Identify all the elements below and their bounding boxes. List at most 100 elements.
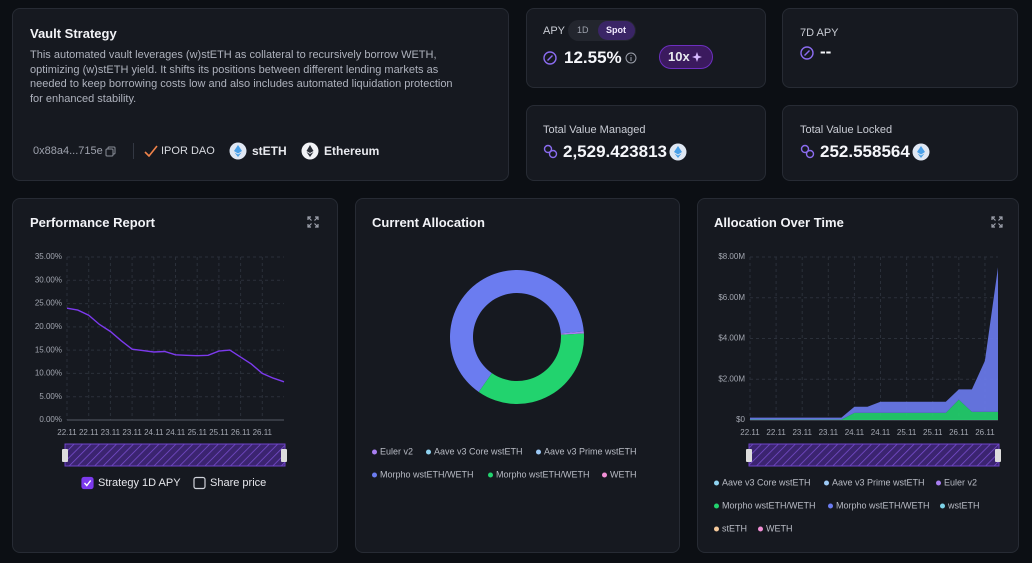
vault-network: Ethereum	[324, 144, 380, 158]
expand-icon[interactable]	[991, 216, 1003, 228]
legend-checkbox[interactable]	[81, 476, 94, 490]
legend-dot	[758, 526, 763, 532]
x-tick-label: 24.11	[166, 428, 186, 437]
legend-dot	[714, 526, 719, 532]
apy-7d-label: 7D APY	[800, 27, 839, 39]
slider-handle[interactable]	[746, 449, 752, 462]
y-tick-label: $8.00M	[718, 252, 745, 261]
legend-dot	[372, 449, 377, 455]
legend-label: Aave v3 Core wstETH	[722, 477, 811, 487]
apy-tab[interactable]: 1D	[577, 25, 589, 35]
y-tick-label: $6.00M	[718, 293, 745, 302]
x-tick-label: 22.11	[57, 428, 77, 437]
x-tick-label: 25.11	[923, 428, 943, 437]
chart-title: Performance Report	[30, 215, 155, 230]
legend-label: Aave v3 Core wstETH	[434, 446, 523, 456]
apy-label: APY	[543, 25, 566, 37]
separator	[133, 143, 134, 159]
y-tick-label: 10.00%	[35, 369, 62, 378]
vault-description: This automated vault leverages (w)stETH …	[30, 49, 453, 105]
x-tick-label: 25.11	[897, 428, 917, 437]
legend-label: stETH	[722, 523, 747, 533]
vault-curator: IPOR DAO	[161, 145, 215, 157]
chart-title: Current Allocation	[372, 215, 485, 230]
legend-label[interactable]: Strategy 1D APY	[98, 477, 181, 489]
apy-tab-active	[598, 21, 635, 40]
copy-icon[interactable]	[105, 146, 116, 157]
legend-dot	[714, 503, 719, 509]
steth-icon	[912, 143, 930, 161]
x-tick-label: 26.11	[231, 428, 251, 437]
allocation-card	[355, 198, 680, 553]
ethereum-icon	[301, 142, 319, 160]
apy-7d-card	[782, 8, 1018, 88]
legend-label: WETH	[766, 523, 793, 533]
y-tick-label: 0.00%	[39, 415, 62, 424]
apy-7d-value: --	[820, 42, 832, 61]
info-icon[interactable]	[625, 52, 637, 64]
zoom-slider[interactable]	[64, 443, 286, 467]
x-tick-label: 26.11	[949, 428, 969, 437]
steth-icon	[229, 142, 247, 160]
legend-label: wstETH	[947, 500, 980, 510]
y-tick-label: $4.00M	[718, 334, 745, 343]
legend-label: Euler v2	[944, 477, 977, 487]
legend-label: Aave v3 Prime wstETH	[832, 477, 925, 487]
slider-handle[interactable]	[995, 449, 1001, 462]
legend-checkbox[interactable]	[193, 476, 206, 490]
vault-title: Vault Strategy	[30, 26, 117, 41]
expand-icon[interactable]	[307, 216, 319, 228]
tvl-value: 252.558564	[820, 142, 910, 161]
legend-label: Morpho wstETH/WETH	[380, 469, 474, 479]
legend-label: Aave v3 Prime wstETH	[544, 446, 637, 456]
tvm-card	[526, 105, 766, 181]
legend-dot	[426, 449, 431, 455]
vault-card	[12, 8, 509, 181]
vault-asset: stETH	[252, 144, 287, 158]
donut-slice	[560, 331, 584, 335]
legend-dot	[828, 503, 833, 509]
x-tick-label: 23.11	[101, 428, 121, 437]
legend-dot	[602, 472, 607, 478]
x-tick-label: 26.11	[253, 428, 273, 437]
area-series	[750, 399, 998, 420]
y-tick-label: 35.00%	[35, 252, 62, 261]
y-tick-label: 15.00%	[35, 345, 62, 354]
steth-icon	[669, 143, 687, 161]
slider-handle[interactable]	[281, 449, 287, 462]
zoom-slider[interactable]	[748, 443, 1000, 467]
x-tick-label: 23.11	[819, 428, 839, 437]
donut-slice	[450, 270, 584, 393]
slider-handle[interactable]	[62, 449, 68, 462]
apy-card	[526, 8, 766, 88]
vault-address[interactable]: 0x88a4...715e	[33, 145, 103, 157]
legend-dot	[372, 472, 377, 478]
x-tick-label: 23.11	[122, 428, 142, 437]
y-tick-label: 25.00%	[35, 299, 62, 308]
check-mark	[83, 480, 92, 487]
legend-dot	[936, 480, 941, 486]
y-tick-label: 30.00%	[35, 275, 62, 284]
apy-tab[interactable]: Spot	[606, 25, 626, 35]
area-series	[750, 267, 998, 420]
x-tick-label: 24.11	[845, 428, 865, 437]
x-tick-label: 22.11	[79, 428, 99, 437]
tvl-icon	[800, 144, 815, 159]
x-tick-label: 24.11	[871, 428, 891, 437]
legend-dot	[824, 480, 829, 486]
x-tick-label: 24.11	[144, 428, 164, 437]
leverage-icon	[692, 52, 702, 62]
x-tick-label: 25.11	[209, 428, 229, 437]
legend-label[interactable]: Share price	[210, 477, 266, 489]
donut-slice	[478, 333, 585, 404]
series-line	[66, 307, 285, 383]
tvm-icon	[543, 144, 558, 159]
legend-label: Morpho wstETH/WETH	[496, 469, 590, 479]
leverage-pill	[659, 45, 713, 69]
tvm-value: 2,529.423813	[563, 142, 667, 161]
x-tick-label: 23.11	[792, 428, 812, 437]
legend-label: WETH	[610, 469, 637, 479]
legend-dot	[714, 480, 719, 486]
